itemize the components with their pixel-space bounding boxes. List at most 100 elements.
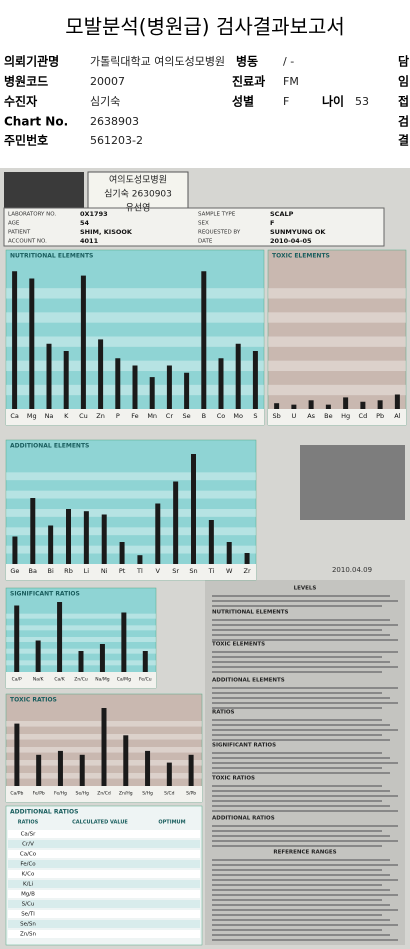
panel-band <box>268 360 406 372</box>
lab-logo <box>4 172 84 208</box>
field-label: 병원코드 <box>4 74 48 89</box>
ratio-name: Ca/Co <box>20 852 37 858</box>
note-text-line <box>212 909 398 911</box>
bar-label: Bi <box>48 567 54 575</box>
field-label: 수진자 <box>4 94 37 109</box>
panel-title: TOXIC ELEMENTS <box>272 253 330 260</box>
note-text-line <box>212 624 398 626</box>
bar <box>29 278 35 409</box>
table-row <box>8 830 200 838</box>
bar-label: U <box>291 412 296 420</box>
bar-label: Na <box>45 412 54 420</box>
bar-label: Fe <box>131 412 138 420</box>
bar <box>145 750 151 786</box>
bar <box>63 351 69 409</box>
panel-band <box>6 613 156 619</box>
bar <box>188 754 194 786</box>
bar <box>12 271 18 409</box>
bar-label: Fe/Pb <box>33 791 45 797</box>
bar-label: Cu <box>79 412 88 420</box>
note-text-line <box>212 904 390 906</box>
bar <box>149 377 155 409</box>
bar-label: Mo <box>233 412 243 420</box>
bar-label: Be <box>324 412 332 420</box>
label-strip <box>6 672 156 688</box>
note-text-line <box>212 634 390 636</box>
note-text-line <box>212 692 382 694</box>
ratio-name: S/Cu <box>22 902 35 908</box>
note-text-line <box>212 795 398 797</box>
bar <box>123 735 129 786</box>
ratio-name: Zn/Sn <box>20 932 37 938</box>
note-text-line <box>212 656 382 658</box>
label-strip <box>6 786 202 802</box>
bar-label: Pt <box>119 567 126 575</box>
bar-label: P <box>116 412 120 420</box>
bar <box>79 754 85 786</box>
bar-label: Mg <box>27 412 37 420</box>
note-text-line <box>212 919 390 921</box>
panel-band <box>268 336 406 347</box>
note-heading: ADDITIONAL ELEMENTS <box>212 678 285 684</box>
bar-label: Tl <box>136 567 143 575</box>
bar-label: Na/K <box>33 677 45 683</box>
note-text-line <box>212 899 382 901</box>
note-text-line <box>212 739 390 741</box>
note-text-line <box>212 757 390 759</box>
note-text-line <box>212 874 390 876</box>
lab-field-value: 0X1793 <box>80 210 108 218</box>
bar-label: Ca/K <box>54 677 65 683</box>
field-value: 20007 <box>90 75 125 88</box>
panel-band <box>6 288 264 299</box>
note-text-line <box>212 805 390 807</box>
lab-stamp <box>300 445 405 520</box>
field-value: FM <box>283 75 299 88</box>
bar <box>142 651 148 672</box>
note-text-line <box>212 825 398 827</box>
bar-label: S/Hg <box>142 791 153 797</box>
bar <box>14 605 20 672</box>
note-text-line <box>212 762 398 764</box>
bar-label: Ca/Mg <box>117 677 131 683</box>
note-text-line <box>212 702 398 704</box>
panel-band <box>6 490 256 499</box>
ratio-name: Se/Tl <box>21 912 35 918</box>
note-text-line <box>212 869 382 871</box>
panel-title: TOXIC RATIOS <box>10 697 57 704</box>
note-heading: ADDITIONAL RATIOS <box>212 816 275 822</box>
bar <box>30 498 36 564</box>
bar-label: V <box>156 567 161 575</box>
bar-label: Ba <box>29 567 37 575</box>
bar <box>377 400 383 409</box>
bar <box>101 708 107 786</box>
handwritten-text: 심기숙 2630903 <box>104 189 172 200</box>
note-text-line <box>212 889 390 891</box>
note-text-line <box>212 629 382 631</box>
bar-label: Al <box>394 412 400 420</box>
bar <box>155 503 161 564</box>
lab-field-label: SAMPLE TYPE <box>198 212 236 218</box>
bar <box>244 553 250 564</box>
bar-label: Ge <box>10 567 19 575</box>
bar <box>121 612 127 672</box>
handwritten-text: 유선영 <box>126 203 151 214</box>
bar <box>99 644 105 672</box>
table-row <box>8 860 200 868</box>
note-heading: REFERENCE RANGES <box>273 850 336 856</box>
label-strip <box>268 409 406 425</box>
note-heading: SIGNIFICANT RATIOS <box>212 743 276 749</box>
bar-label: K <box>64 412 69 420</box>
bar-label: Fe/Cu <box>139 677 152 683</box>
table-row <box>8 920 200 928</box>
note-text-line <box>212 661 390 663</box>
bar <box>191 454 196 564</box>
table-head: OPTIMUM <box>158 820 185 826</box>
lab-field-value: SCALP <box>270 210 294 218</box>
bar <box>360 401 366 409</box>
bar <box>46 343 52 409</box>
label-strip <box>6 564 256 580</box>
panel-band <box>268 288 406 299</box>
note-text-line <box>212 707 382 709</box>
note-text-line <box>212 600 398 602</box>
table-row <box>8 840 200 848</box>
